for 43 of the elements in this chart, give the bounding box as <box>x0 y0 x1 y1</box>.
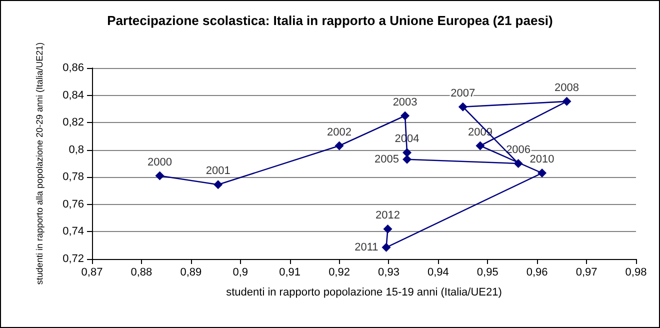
point <box>155 171 164 180</box>
x-tick-label: 0,95 <box>476 266 498 278</box>
point <box>562 96 572 106</box>
point <box>400 111 410 120</box>
annotation: 2005 <box>374 153 400 166</box>
x-tick-label: 0,93 <box>378 266 400 278</box>
annotation: 2008 <box>554 82 580 94</box>
x-tick-label: 0,87 <box>81 266 103 278</box>
y-tick-label: 0,8 <box>68 144 84 156</box>
annotation: 2002 <box>327 126 352 138</box>
annotation: 2012 <box>375 209 400 222</box>
point <box>538 168 547 178</box>
y-tick-label: 0,74 <box>62 226 84 238</box>
point <box>476 141 485 150</box>
x-tick-label: 0,98 <box>625 266 647 278</box>
point <box>334 141 344 150</box>
x-tick-label: 0,91 <box>279 266 301 278</box>
y-tick-label: 0,82 <box>62 116 84 129</box>
x-tick-label: 0,97 <box>576 266 598 278</box>
y-tick-label: 0,84 <box>62 89 84 102</box>
point <box>214 180 223 190</box>
x-axis-title: studenti in rapporto popolazione 15-19 anni (Italia/UE21) <box>226 286 502 298</box>
point <box>514 159 523 168</box>
y-tick-label: 0,78 <box>62 171 84 184</box>
x-tick-label: 0,92 <box>328 266 350 278</box>
x-tick-label: 0,88 <box>130 266 152 278</box>
y-axis-title: studenti in rapporto alla popolazione 20-29 anni (Italia/UE21) <box>34 42 44 285</box>
x-tick-label: 0,96 <box>526 266 548 278</box>
annotation: 2001 <box>206 165 230 178</box>
x-tick-label: 0,89 <box>180 266 202 278</box>
point <box>382 242 391 252</box>
y-tick-label: 0,72 <box>62 253 84 265</box>
x-tick-label: 0,9 <box>232 266 248 278</box>
annotation: 2000 <box>148 156 172 168</box>
x-tick-label: 0,94 <box>427 266 449 278</box>
annotation: 2003 <box>392 96 418 108</box>
y-tick-label: 0,86 <box>62 62 84 74</box>
y-tick-label: 0,76 <box>62 198 84 210</box>
point <box>383 224 392 234</box>
annotation: 2011 <box>354 241 378 254</box>
point <box>458 102 468 112</box>
chart-title: Partecipazione scolastica: Italia in rapporto a Unione Europea (21 paesi) <box>107 13 553 28</box>
annotation: 2010 <box>530 154 554 166</box>
